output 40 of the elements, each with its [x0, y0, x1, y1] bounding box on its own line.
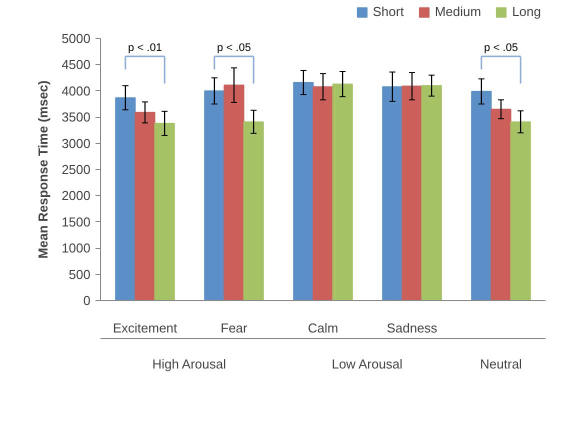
- x-tick-label: Sadness: [386, 320, 438, 336]
- y-tick-label: 500: [68, 266, 91, 282]
- bar: [293, 82, 314, 300]
- bar: [402, 86, 422, 300]
- y-tick-label: 2000: [62, 188, 90, 204]
- bar: [154, 122, 175, 300]
- bar: [204, 90, 225, 300]
- y-tick-label: 4500: [62, 57, 90, 72]
- x-tick-label: Fear: [220, 320, 248, 336]
- legend-label: Short: [372, 4, 404, 19]
- y-tick-label: 3500: [62, 110, 90, 125]
- y-tick-label: 3000: [62, 136, 90, 151]
- y-tick-label: 2500: [62, 162, 90, 177]
- legend-label: Long: [512, 4, 541, 19]
- bar: [224, 84, 244, 300]
- bar: [471, 90, 492, 300]
- text: High Arousal: [152, 356, 226, 372]
- y-tick-label: 0: [83, 293, 91, 308]
- y-tick-label: 5000: [62, 31, 90, 46]
- bar: [312, 86, 334, 300]
- bar: [510, 121, 531, 300]
- bar: [115, 97, 136, 300]
- text: Neutral: [480, 356, 522, 372]
- bar: [243, 121, 264, 300]
- bar: [134, 112, 156, 300]
- x-tick-label: Excitement: [112, 320, 178, 336]
- y-axis-title: Mean Response Time (msec): [36, 80, 51, 259]
- y-tick-label: 1000: [62, 240, 90, 256]
- bar: [421, 85, 442, 300]
- x-tick-label: Calm: [308, 320, 338, 336]
- bar: [332, 84, 353, 300]
- annotation: p < .01: [128, 42, 162, 54]
- text: Low Arousal: [332, 356, 403, 372]
- bar: [490, 108, 512, 300]
- annotation: p < .05: [217, 42, 251, 54]
- annotation: p < .05: [484, 42, 518, 54]
- legend-label: Medium: [434, 4, 482, 19]
- y-tick-label: 4000: [62, 83, 90, 98]
- y-tick-label: 1500: [62, 214, 90, 230]
- bar: [382, 86, 403, 300]
